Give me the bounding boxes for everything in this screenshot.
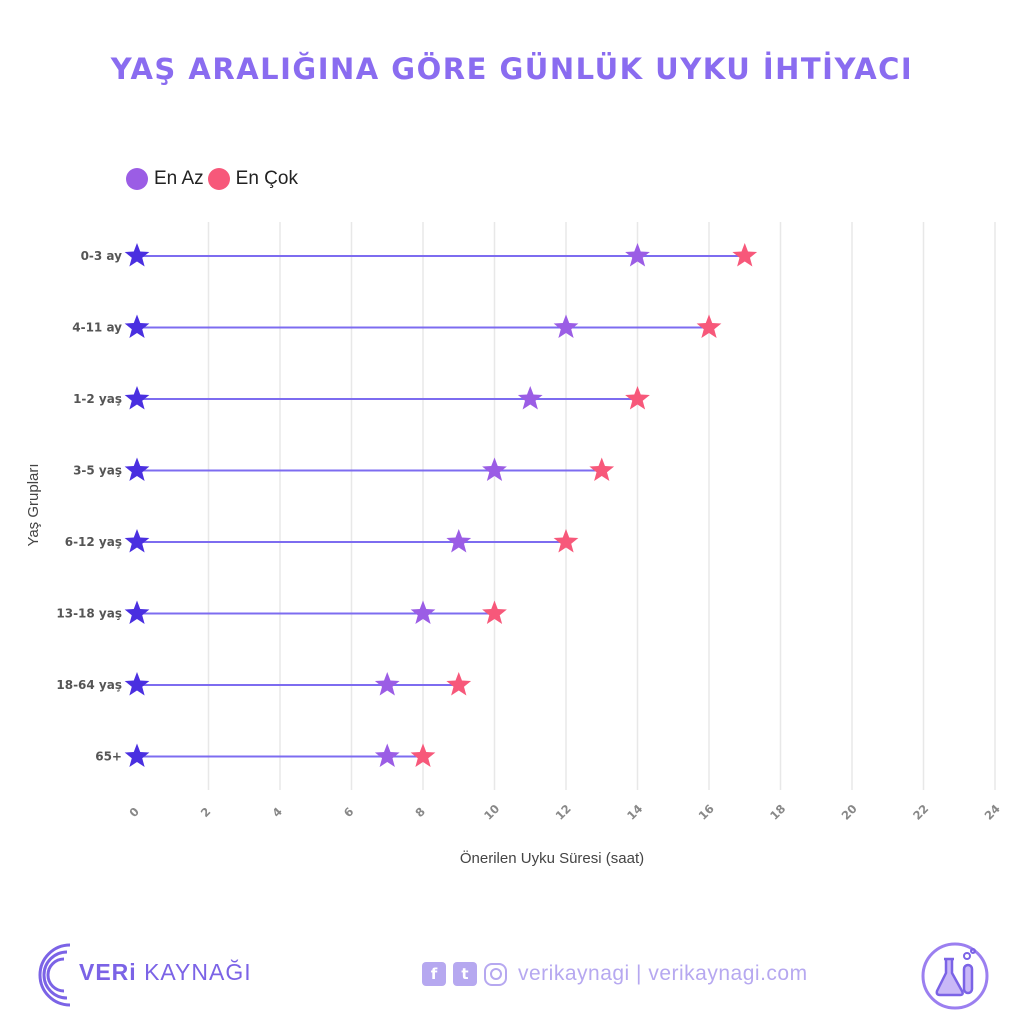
legend-dot-max xyxy=(207,168,230,190)
category-label: 0-3 ay xyxy=(81,249,123,263)
min-star xyxy=(625,243,650,267)
brand-suffix: KAYNAĞI xyxy=(136,959,252,985)
x-tick-label: 6 xyxy=(341,804,357,820)
max-star xyxy=(553,529,579,553)
legend-item-max: En Çok xyxy=(207,168,298,190)
baseline-star xyxy=(124,743,150,768)
x-tick-label: 22 xyxy=(910,802,931,823)
x-tick-label: 14 xyxy=(624,802,645,823)
brand-text: VERi KAYNAĞI xyxy=(79,959,252,986)
lab-flask-icon xyxy=(921,942,989,1010)
min-star xyxy=(482,457,507,482)
max-star xyxy=(625,386,650,410)
x-tick-label: 0 xyxy=(126,804,142,820)
x-tick-label: 10 xyxy=(481,802,502,823)
max-star xyxy=(446,672,472,696)
min-star xyxy=(374,743,400,768)
max-star xyxy=(482,600,507,625)
social-handle[interactable]: verikaynagi | verikaynagi.com xyxy=(518,962,808,985)
category-label: 18-64 yaş xyxy=(56,678,122,692)
category-label: 65+ xyxy=(95,750,122,764)
max-star xyxy=(410,743,436,768)
max-star xyxy=(589,457,615,482)
max-star xyxy=(696,314,722,339)
baseline-star xyxy=(124,314,150,339)
legend-dot-min xyxy=(126,168,148,190)
twitter-icon[interactable]: t xyxy=(453,962,477,986)
min-star xyxy=(446,529,472,553)
baseline-star xyxy=(124,529,150,553)
facebook-icon[interactable]: f xyxy=(422,962,446,986)
instagram-icon[interactable] xyxy=(484,962,507,986)
x-tick-label: 16 xyxy=(696,802,717,823)
legend-label-min: En Az xyxy=(154,168,204,189)
min-star xyxy=(517,386,543,410)
category-label: 4-11 ay xyxy=(72,321,122,335)
legend: En Az En Çok xyxy=(126,168,302,190)
footer: VERi KAYNAĞI f t verikaynagi | verikayna… xyxy=(0,935,1024,1020)
x-tick-label: 20 xyxy=(839,802,860,823)
legend-item-min: En Az xyxy=(126,168,204,190)
category-label: 1-2 yaş xyxy=(73,392,122,406)
legend-label-max: En Çok xyxy=(235,168,298,189)
category-label: 6-12 yaş xyxy=(65,535,122,549)
min-star xyxy=(553,314,579,339)
brand-arc-icon xyxy=(38,943,71,1007)
social-links: f t verikaynagi | verikaynagi.com xyxy=(422,962,808,986)
baseline-star xyxy=(124,386,150,410)
chart-title: YAŞ ARALIĞINA GÖRE GÜNLÜK UYKU İHTİYACI xyxy=(110,52,914,86)
brand-prefix: VERi xyxy=(79,959,137,985)
baseline-star xyxy=(124,243,150,267)
x-tick-label: 8 xyxy=(412,804,428,820)
baseline-star xyxy=(124,672,150,696)
baseline-star xyxy=(124,600,150,625)
max-star xyxy=(732,243,758,267)
min-star xyxy=(410,600,436,625)
y-axis-title: Yaş Grupları xyxy=(25,463,42,546)
category-label: 13-18 yaş xyxy=(56,607,122,621)
x-tick-label: 2 xyxy=(198,804,214,820)
min-star xyxy=(374,672,400,696)
brand-logo: VERi KAYNAĞI xyxy=(22,935,251,1015)
category-label: 3-5 yaş xyxy=(73,464,122,478)
x-axis-title: Önerilen Uyku Süresi (saat) xyxy=(460,849,644,867)
x-tick-label: 24 xyxy=(982,802,1003,823)
x-tick-label: 18 xyxy=(767,802,788,823)
x-tick-label: 4 xyxy=(269,804,285,820)
x-tick-label: 12 xyxy=(553,802,574,823)
baseline-star xyxy=(124,457,150,482)
